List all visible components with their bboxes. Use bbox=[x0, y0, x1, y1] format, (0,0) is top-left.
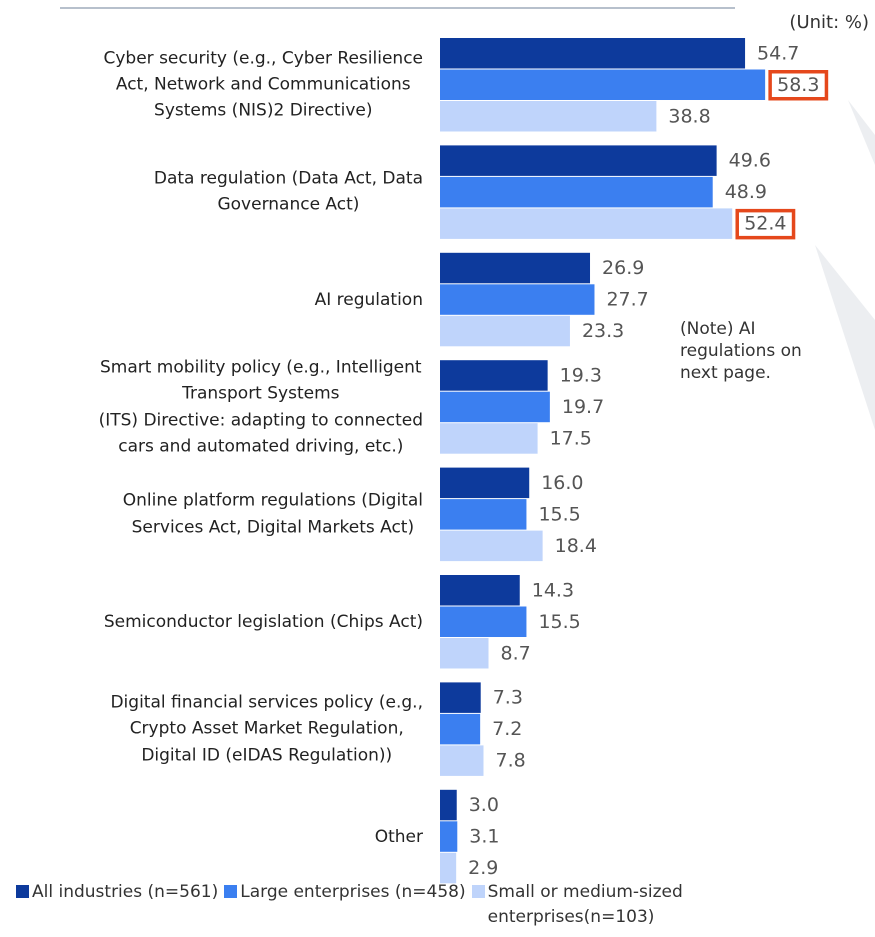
category-label: Smart mobility policy (e.g., Intelligent… bbox=[98, 357, 423, 457]
callout-wedge bbox=[815, 245, 875, 430]
bar bbox=[440, 360, 548, 391]
bar bbox=[440, 682, 481, 713]
value-label: 3.1 bbox=[469, 826, 499, 848]
value-label: 15.5 bbox=[538, 611, 580, 633]
bar bbox=[440, 176, 713, 208]
category-label: AI regulation bbox=[314, 289, 423, 310]
category-label: Online platform regulations (Digital Ser… bbox=[122, 491, 423, 538]
bar bbox=[440, 423, 538, 454]
bar bbox=[440, 101, 657, 132]
value-label: 2.9 bbox=[468, 857, 498, 879]
value-label: 8.7 bbox=[501, 642, 531, 664]
legend: All industries (n=561) Large enterprises … bbox=[16, 880, 689, 929]
value-label: 7.8 bbox=[496, 750, 526, 772]
value-label: 7.2 bbox=[492, 718, 522, 740]
category-label: Cyber security (e.g., Cyber Resilience A… bbox=[103, 48, 424, 121]
callout-wedge bbox=[848, 100, 875, 165]
bar bbox=[440, 69, 766, 100]
legend-label: All industries (n=561) bbox=[32, 882, 219, 902]
value-label: 58.3 bbox=[777, 74, 819, 96]
legend-label: Small or medium-sized enterprises(n=103) bbox=[487, 882, 683, 927]
value-label: 3.0 bbox=[469, 794, 499, 816]
legend-swatch bbox=[16, 885, 29, 898]
category-label: Other bbox=[374, 826, 423, 847]
value-label: 48.9 bbox=[725, 181, 767, 203]
value-label: 14.3 bbox=[532, 579, 574, 601]
value-label: 49.6 bbox=[729, 150, 771, 172]
highlight-box bbox=[768, 70, 829, 101]
bar bbox=[440, 852, 457, 884]
value-label: 19.7 bbox=[562, 396, 604, 418]
value-label: 19.3 bbox=[560, 364, 602, 386]
value-label: 16.0 bbox=[541, 472, 583, 494]
value-label: 18.4 bbox=[555, 535, 597, 557]
bar bbox=[440, 575, 520, 606]
legend-swatch bbox=[224, 885, 238, 898]
legend-swatch bbox=[471, 885, 485, 898]
bar bbox=[440, 38, 746, 69]
bar bbox=[440, 145, 717, 176]
category-label: Semiconductor legislation (Chips Act) bbox=[103, 611, 423, 632]
bar bbox=[440, 315, 570, 347]
bar bbox=[440, 745, 484, 776]
bar bbox=[440, 208, 733, 239]
value-label: 23.3 bbox=[582, 320, 624, 342]
value-label: 15.5 bbox=[538, 503, 580, 525]
value-label: 7.3 bbox=[493, 687, 523, 709]
value-label: 17.5 bbox=[550, 427, 592, 449]
value-label: 27.7 bbox=[606, 289, 648, 311]
legend-item: Large enterprises (n=458) bbox=[224, 880, 466, 905]
value-label: 38.8 bbox=[668, 105, 710, 127]
bar bbox=[440, 467, 530, 499]
bar bbox=[440, 530, 543, 562]
bar bbox=[440, 789, 457, 821]
category-label: Data regulation (Data Act, Data Governan… bbox=[153, 168, 423, 216]
bar bbox=[440, 821, 458, 852]
bar bbox=[440, 284, 595, 315]
highlight-box bbox=[735, 208, 796, 240]
value-label: 52.4 bbox=[744, 213, 786, 235]
bar bbox=[440, 606, 527, 637]
bar bbox=[440, 638, 489, 669]
note: (Note) AI regulations on next page. bbox=[680, 319, 802, 384]
bar bbox=[440, 713, 481, 745]
value-label: 54.7 bbox=[757, 42, 799, 64]
legend-label: Large enterprises (n=458) bbox=[240, 882, 466, 902]
legend-item: Small or medium-sized enterprises(n=103) bbox=[471, 880, 683, 929]
bar bbox=[440, 499, 527, 530]
value-label: 26.9 bbox=[602, 257, 644, 279]
bar bbox=[440, 391, 550, 423]
unit-note: (Unit: %) bbox=[789, 12, 869, 33]
legend-item: All industries (n=561) bbox=[16, 880, 218, 905]
bar bbox=[440, 252, 591, 284]
category-label: Digital financial services policy (e.g.,… bbox=[110, 692, 423, 766]
